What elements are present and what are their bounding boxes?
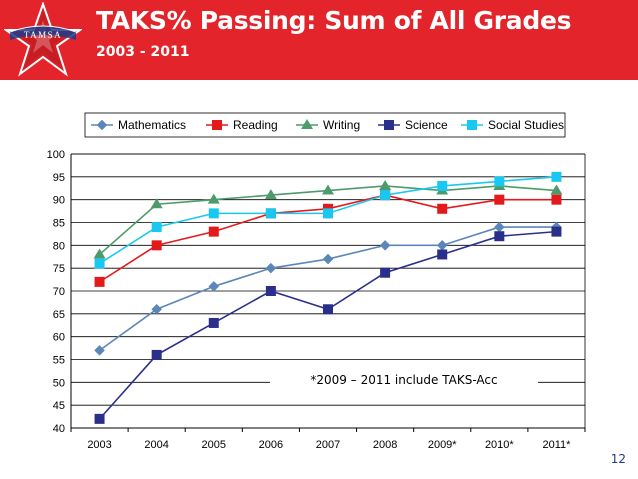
- x-tick-label: 2003: [87, 439, 111, 451]
- x-tick-label: 2009*: [428, 439, 457, 451]
- data-point: [207, 193, 220, 204]
- chart-series: [93, 171, 563, 424]
- legend-box: [84, 112, 566, 138]
- data-point: [380, 267, 391, 278]
- x-tick-label: 2005: [202, 439, 226, 451]
- legend-item: Social Studies: [461, 118, 564, 132]
- y-tick-label: 90: [53, 195, 65, 207]
- legend-label: Reading: [233, 118, 278, 132]
- data-point: [208, 281, 220, 292]
- data-point: [93, 248, 106, 259]
- data-point: [322, 184, 334, 195]
- series-social-studies: [94, 171, 562, 269]
- annotation-text: *2009 – 2011 include TAKS-Acc: [310, 373, 497, 387]
- y-tick-label: 80: [53, 240, 65, 252]
- data-point: [379, 179, 392, 190]
- legend-item: Mathematics: [91, 118, 186, 132]
- tamsa-star-logo: TAMSA: [4, 2, 82, 77]
- y-tick-label: 45: [53, 400, 65, 412]
- data-point: [323, 304, 333, 315]
- legend-marker: [467, 120, 477, 130]
- chart-annotation: *2009 – 2011 include TAKS-Acc: [270, 368, 538, 392]
- data-point: [550, 184, 563, 195]
- data-point: [323, 208, 333, 219]
- y-tick-label: 75: [53, 263, 65, 275]
- data-point: [208, 208, 219, 219]
- data-point: [265, 286, 276, 296]
- data-point: [151, 222, 162, 233]
- data-point: [150, 198, 163, 209]
- data-point: [322, 253, 334, 265]
- annotation-box: [270, 368, 538, 392]
- slide-title: TAKS% Passing: Sum of All Grades: [96, 6, 572, 35]
- x-tick-label: 2004: [144, 439, 168, 451]
- legend-item: Writing: [296, 118, 360, 132]
- legend-item: Science: [378, 118, 448, 132]
- data-point: [208, 317, 219, 328]
- legend-label: Mathematics: [118, 118, 186, 132]
- logo-text: TAMSA: [24, 30, 62, 40]
- data-point: [265, 208, 276, 219]
- slide-header: TAMSA TAKS% Passing: Sum of All Grades 2…: [0, 0, 638, 80]
- legend-label: Writing: [323, 118, 360, 132]
- data-point: [379, 239, 391, 251]
- y-tick-label: 40: [53, 423, 65, 435]
- x-tick-label: 2010*: [485, 439, 514, 451]
- y-tick-label: 60: [53, 332, 65, 344]
- data-point: [551, 171, 562, 182]
- data-point: [94, 258, 105, 269]
- series-writing: [93, 179, 563, 259]
- x-tick-label: 2011*: [542, 439, 571, 451]
- data-point: [94, 276, 105, 287]
- data-point: [208, 226, 219, 237]
- data-point: [551, 194, 562, 205]
- y-tick-label: 50: [53, 377, 65, 389]
- data-point: [494, 176, 505, 187]
- data-point: [265, 262, 277, 274]
- y-tick-label: 70: [53, 286, 65, 298]
- legend-label: Science: [405, 118, 448, 132]
- data-point: [94, 413, 105, 424]
- legend-marker: [212, 120, 222, 130]
- data-point: [551, 226, 562, 237]
- x-tick-label: 2008: [373, 439, 397, 451]
- series-science: [94, 226, 562, 424]
- data-point: [437, 203, 448, 214]
- legend-item: Reading: [206, 118, 278, 132]
- series-line: [99, 185, 557, 256]
- data-point: [494, 231, 505, 242]
- y-tick-label: 95: [53, 172, 65, 184]
- chart-legend: Mathematics Reading Writing Science Social S…: [84, 112, 566, 138]
- chart-axes: 40 45 50 55 60 65 70 75 80 85 90 95 100 2003 2004 2005 2…: [47, 149, 586, 451]
- data-point: [151, 240, 162, 251]
- line-chart: 40 45 50 55 60 65 70 75 80 85 90 95 100 2003 2004 2005 2…: [47, 112, 586, 451]
- data-point: [494, 194, 505, 205]
- legend-marker: [384, 120, 394, 130]
- legend-marker: [96, 119, 108, 131]
- y-tick-label: 55: [53, 355, 65, 367]
- y-tick-label: 65: [53, 309, 65, 321]
- data-point: [380, 190, 391, 201]
- legend-marker: [301, 119, 313, 129]
- data-point: [436, 239, 448, 251]
- legend-label: Social Studies: [488, 118, 564, 132]
- series-mathematics: [94, 221, 562, 356]
- data-point: [264, 189, 277, 200]
- data-point: [94, 345, 105, 356]
- data-point: [437, 249, 448, 260]
- x-tick-label: 2007: [316, 439, 340, 451]
- data-point: [437, 180, 448, 191]
- data-point: [151, 303, 163, 315]
- data-point: [151, 349, 162, 360]
- y-tick-label: 100: [47, 149, 65, 161]
- page-number: 12: [610, 452, 626, 466]
- x-tick-label: 2006: [259, 439, 283, 451]
- y-tick-label: 85: [53, 218, 65, 230]
- data-point: [493, 221, 505, 233]
- slide-subtitle: 2003 - 2011: [96, 44, 190, 60]
